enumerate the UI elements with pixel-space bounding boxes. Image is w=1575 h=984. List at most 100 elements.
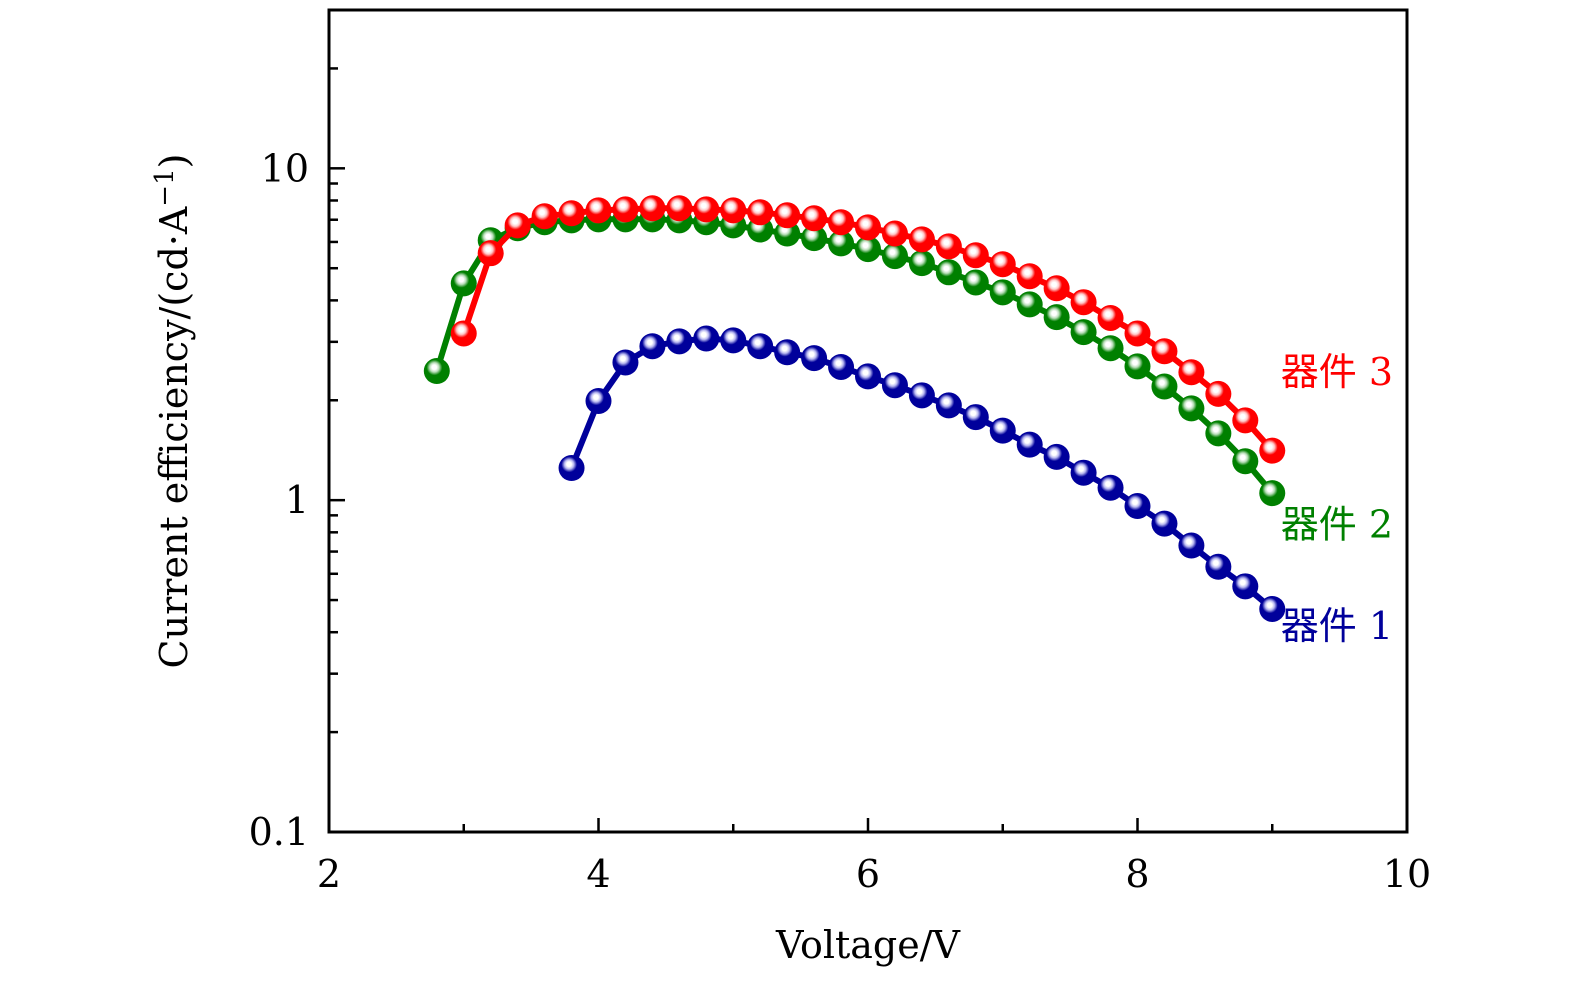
series-1: [558, 325, 1286, 622]
data-point: [855, 214, 881, 241]
data-point: [881, 220, 908, 247]
data-point: [1205, 420, 1232, 447]
data-point: [423, 358, 450, 385]
data-point: [585, 387, 612, 414]
x-tick-label: 10: [1383, 852, 1431, 896]
data-point: [720, 197, 747, 224]
data-point: [666, 328, 693, 355]
data-point: [962, 404, 989, 431]
data-point: [612, 196, 639, 223]
data-point: [774, 202, 801, 229]
data-point: [1043, 304, 1070, 331]
y-axis-title-close: ): [152, 154, 196, 169]
y-tick-label: 10: [261, 146, 309, 190]
data-point: [1259, 595, 1286, 622]
data-point: [1178, 395, 1205, 422]
data-point: [666, 195, 693, 222]
x-tick-label: 4: [586, 852, 610, 896]
data-point: [989, 417, 1016, 444]
x-tick-label: 2: [317, 852, 341, 896]
data-point: [908, 382, 935, 409]
data-point: [1151, 510, 1178, 537]
data-point: [1043, 275, 1070, 302]
data-point: [855, 363, 881, 390]
data-point: [908, 250, 935, 277]
data-point: [774, 220, 801, 247]
y-tick-label: 0.1: [249, 810, 309, 854]
data-point: [855, 236, 881, 263]
data-point: [962, 242, 989, 269]
x-axis-title: Voltage/V: [775, 923, 961, 967]
data-point: [1016, 263, 1043, 290]
data-point: [828, 353, 855, 380]
data-point: [1016, 431, 1043, 458]
y-tick-label: 1: [285, 478, 309, 522]
data-point: [504, 212, 531, 239]
data-point: [639, 195, 666, 222]
tick-label-layer: 2 4 6 8 10 0.1 1 10: [249, 146, 1432, 896]
data-point: [450, 270, 477, 297]
data-point: [1043, 443, 1070, 470]
x-tick-label: 8: [1125, 852, 1149, 896]
data-point: [1205, 553, 1232, 580]
data-point: [585, 197, 612, 224]
data-point: [1070, 319, 1097, 346]
legend-label-2: 器件 2: [1281, 503, 1393, 547]
data-point: [1124, 320, 1151, 347]
data-point: [1097, 304, 1124, 331]
data-point: [962, 269, 989, 296]
data-point: [639, 333, 666, 360]
data-point: [747, 333, 774, 360]
data-point: [1124, 493, 1151, 520]
data-point: [1178, 359, 1205, 386]
data-point: [935, 233, 962, 260]
data-point: [1232, 573, 1259, 600]
data-point: [1205, 380, 1232, 407]
data-point: [801, 225, 828, 252]
y-axis-title: Current efficiency/(cd·A−1): [150, 154, 196, 669]
data-point: [558, 455, 585, 482]
data-point: [1097, 335, 1124, 362]
data-point: [1232, 448, 1259, 475]
data-point: [558, 200, 585, 227]
data-point: [935, 259, 962, 286]
legend-label-1: 器件 1: [1281, 604, 1393, 648]
data-point: [1151, 373, 1178, 400]
y-axis-title-sup: −1: [150, 168, 180, 206]
data-point: [989, 279, 1016, 306]
data-point: [720, 327, 747, 354]
data-point: [1178, 532, 1205, 559]
data-point: [531, 203, 558, 230]
data-point: [1151, 338, 1178, 365]
data-point: [989, 251, 1016, 278]
data-point: [1124, 353, 1151, 380]
data-point: [612, 349, 639, 376]
data-point: [881, 243, 908, 270]
data-point: [828, 230, 855, 257]
data-point: [747, 199, 774, 226]
data-point: [908, 226, 935, 253]
legend: 器件 1 器件 2 器件 3: [1281, 350, 1393, 648]
data-point: [935, 392, 962, 419]
data-point: [477, 240, 504, 267]
data-point: [801, 205, 828, 232]
legend-label-3: 器件 3: [1281, 350, 1393, 394]
data-point: [801, 345, 828, 372]
data-point: [450, 320, 477, 347]
series-layer: [423, 195, 1286, 622]
data-point: [828, 209, 855, 236]
data-point: [1070, 289, 1097, 316]
y-axis-title-main: Current efficiency/(cd·A: [152, 206, 196, 668]
data-point: [1097, 474, 1124, 501]
x-tick-label: 6: [856, 852, 880, 896]
data-point: [1232, 407, 1259, 434]
data-point: [1259, 437, 1286, 464]
series-line: [433, 216, 1275, 496]
data-point: [1016, 291, 1043, 318]
data-point: [1259, 480, 1286, 507]
data-point: [693, 325, 720, 352]
data-point: [693, 196, 720, 223]
series-3: [450, 195, 1286, 464]
tick-layer: [327, 8, 1409, 834]
